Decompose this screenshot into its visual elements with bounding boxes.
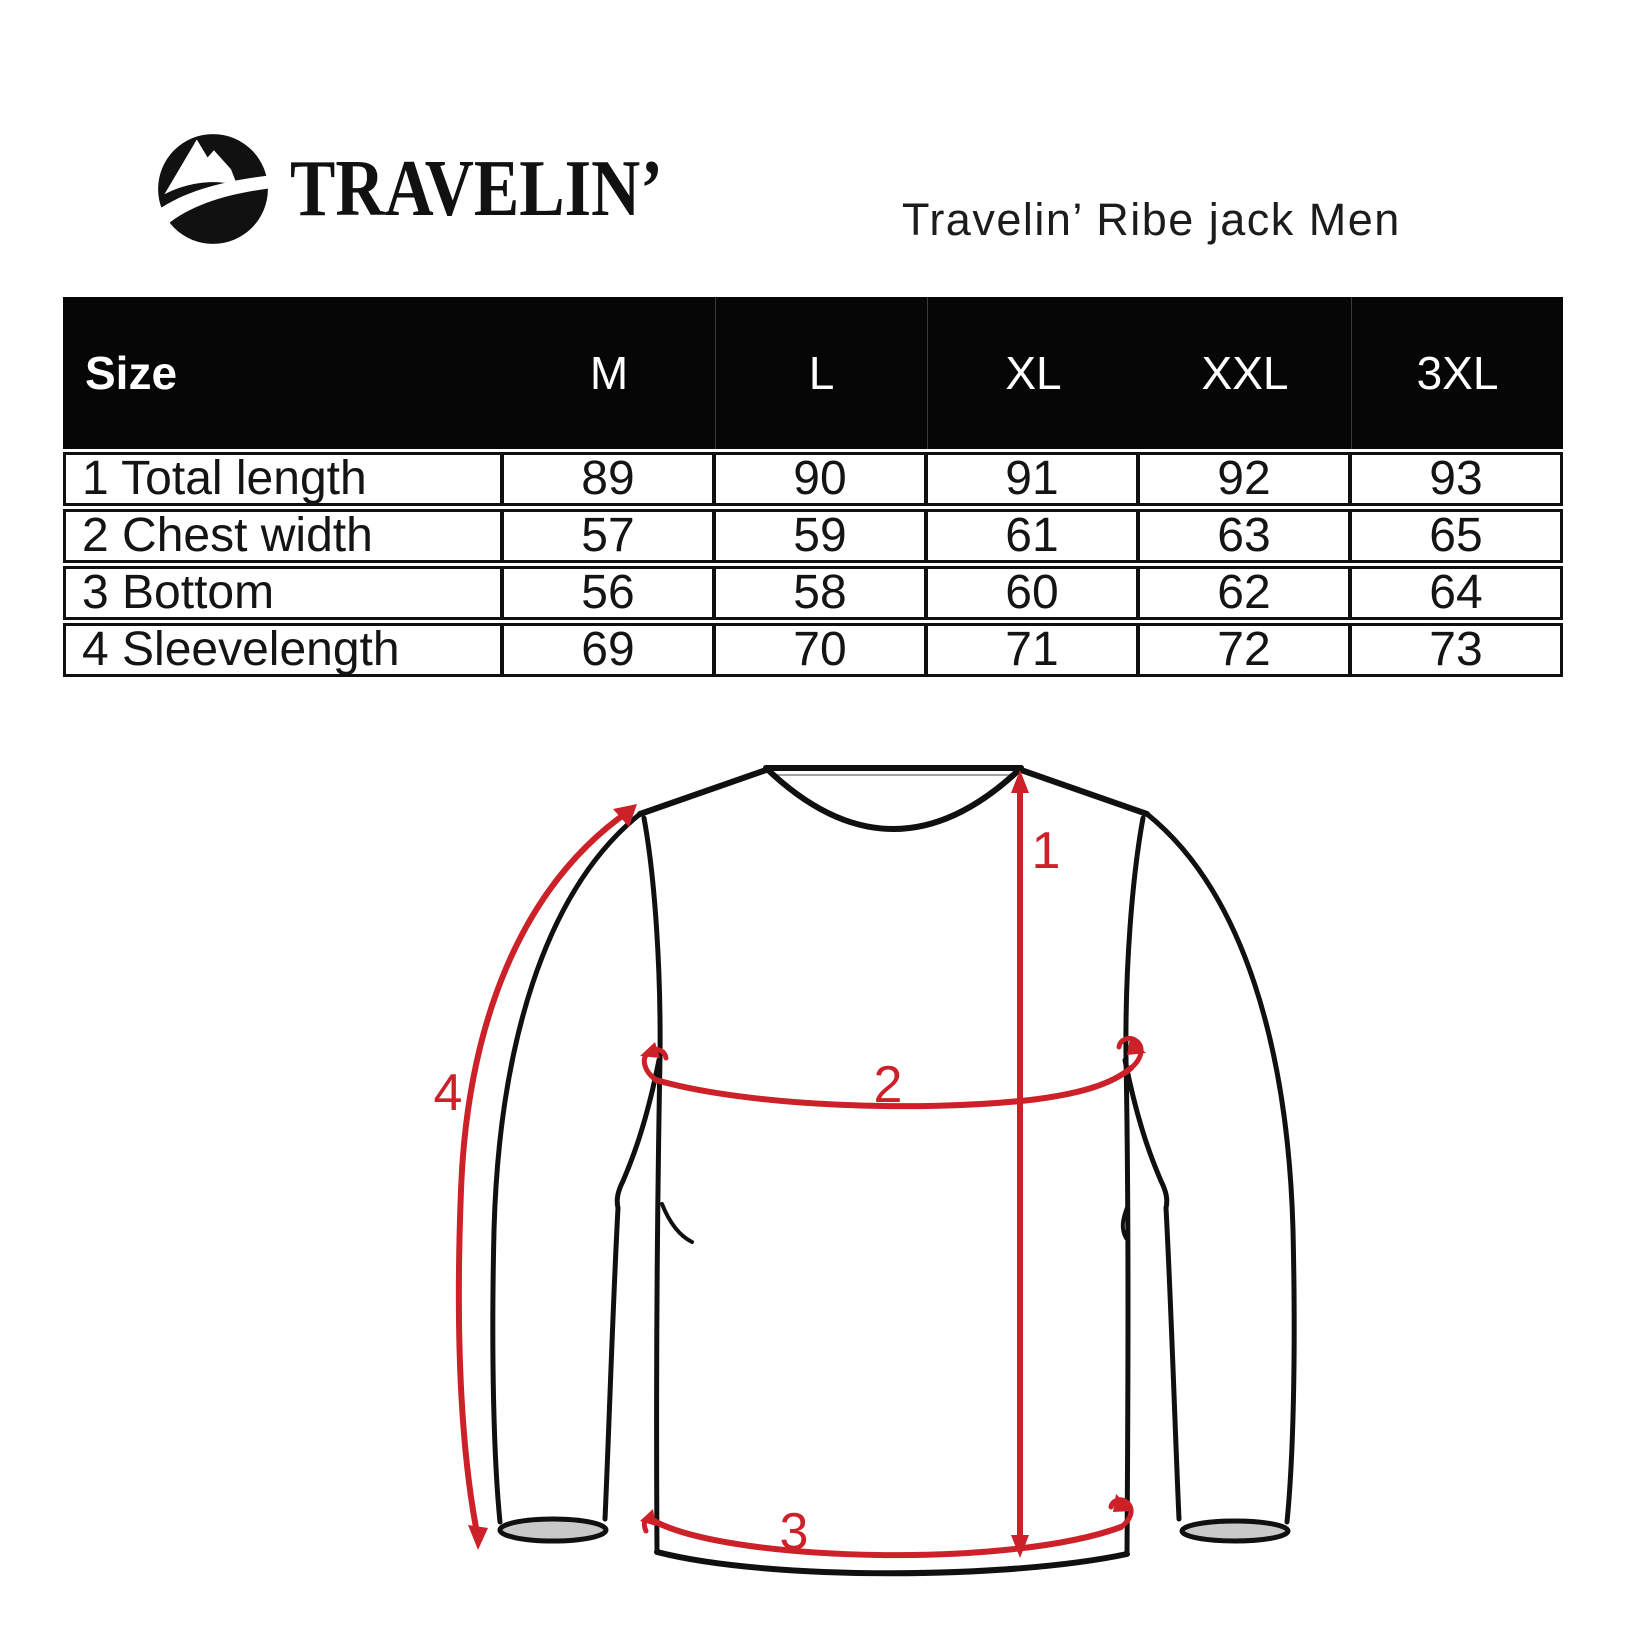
cell-value: 62 (1136, 569, 1348, 617)
row-label: 1 Total length (82, 452, 367, 505)
table-row-bottom: 3 Bottom 56 58 60 62 64 (63, 566, 1563, 620)
size-col-m: M (589, 347, 629, 399)
left-sleeve-outer (490, 811, 643, 1525)
cell-value: 57 (500, 512, 712, 560)
right-sleeve-inner (1122, 1057, 1182, 1522)
brand-logo-text: TRAVELIN’ (290, 145, 663, 233)
cell-value: 69 (500, 626, 712, 674)
measure-arrow-total-length (1011, 770, 1029, 1558)
size-table-corner-label: Size (85, 347, 178, 399)
right-shoulder (1018, 767, 1150, 817)
left-shoulder (637, 767, 769, 817)
cell-value: 70 (712, 626, 924, 674)
neck-scoop (763, 765, 1024, 832)
right-sleeve-outer (1144, 811, 1297, 1525)
cell-value: 61 (924, 512, 1136, 560)
measure-arrows (455, 770, 1146, 1559)
left-sleeve-inner (602, 1057, 662, 1522)
right-armhole-seam (1123, 815, 1146, 1061)
cell-value: 64 (1348, 569, 1560, 617)
right-body-side (1123, 1055, 1131, 1557)
cell-value: 90 (712, 455, 924, 503)
product-title: Travelin’ Ribe jack Men (902, 194, 1401, 245)
cell-value: 89 (500, 455, 712, 503)
measure-arrow-bottom (640, 1494, 1134, 1559)
cell-value: 93 (1348, 455, 1560, 503)
cell-value: 59 (712, 512, 924, 560)
label-total-length: 1 (1032, 822, 1061, 880)
cell-value: 91 (924, 455, 1136, 503)
cell-value: 71 (924, 626, 1136, 674)
measure-labels: 1 2 3 4 (434, 822, 1061, 1561)
label-chest-width: 2 (874, 1056, 903, 1114)
size-table-header: Size M L XL XXL 3XL (63, 297, 1563, 449)
cell-value: 56 (500, 569, 712, 617)
bottom-hem (654, 1549, 1130, 1577)
table-row-chest-width: 2 Chest width 57 59 61 63 65 (63, 509, 1563, 563)
table-row-total-length: 1 Total length 89 90 91 92 93 (63, 452, 1563, 506)
measure-arrow-chest-width (640, 1035, 1146, 1110)
row-label: 2 Chest width (82, 509, 373, 562)
mountain-road-circle-icon (151, 134, 272, 244)
cell-value: 60 (924, 569, 1136, 617)
shirt-outline (490, 765, 1297, 1577)
cell-value: 63 (1136, 512, 1348, 560)
label-sleeve-length: 4 (434, 1064, 463, 1122)
cell-value: 72 (1136, 626, 1348, 674)
table-row-sleevelength: 4 Sleevelength 69 70 71 72 73 (63, 623, 1563, 677)
left-cuff (497, 1516, 609, 1544)
cell-value: 65 (1348, 512, 1560, 560)
brand-logo: TRAVELIN’ (150, 126, 729, 252)
size-col-3xl: 3XL (1351, 297, 1563, 449)
row-label: 4 Sleevelength (82, 623, 400, 676)
size-col-l: L (715, 297, 927, 449)
label-bottom: 3 (780, 1503, 809, 1561)
size-table: Size M L XL XXL 3XL 1 Total length 89 90… (63, 297, 1563, 677)
cell-value: 58 (712, 569, 924, 617)
left-body-side (654, 1055, 663, 1555)
cell-value: 92 (1136, 455, 1348, 503)
right-fold-mark (1120, 1203, 1130, 1240)
right-cuff (1179, 1518, 1291, 1544)
measure-arrow-sleeve-length (455, 804, 637, 1550)
size-col-xxl: XXL (1201, 347, 1289, 399)
cell-value: 73 (1348, 626, 1560, 674)
size-col-xl: XL (927, 297, 1139, 449)
left-armhole-seam (641, 815, 663, 1061)
left-fold-mark (660, 1202, 694, 1244)
row-label: 3 Bottom (82, 566, 275, 619)
